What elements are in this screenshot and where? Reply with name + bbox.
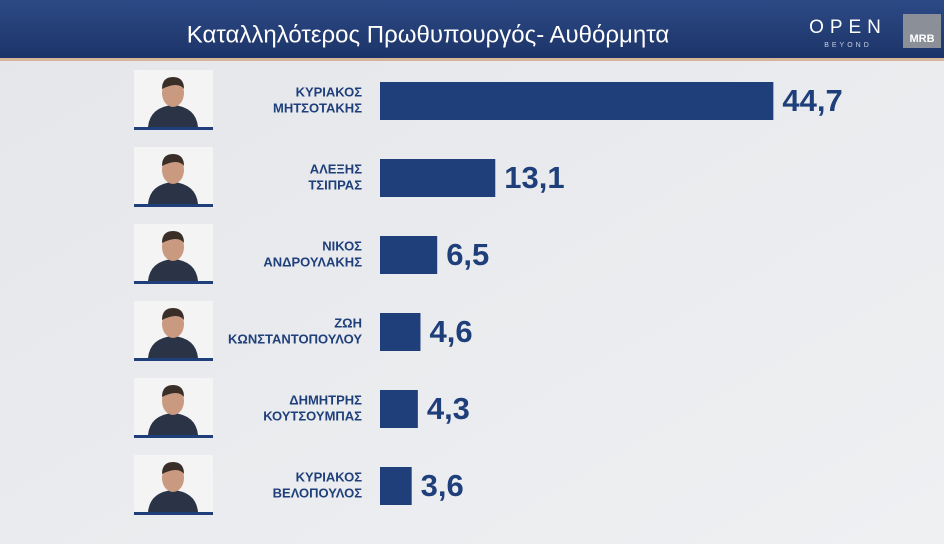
chart-title: Καταλληλότερος Πρωθυπουργός- Αυθόρμητα <box>187 21 670 48</box>
category-label: ΒΕΛΟΠΟΥΛΟΣ <box>273 485 363 500</box>
category-label: ΤΣΙΠΡΑΣ <box>308 177 362 192</box>
bar <box>380 390 418 428</box>
portrait-body <box>148 413 198 435</box>
portrait-underline <box>134 512 213 515</box>
portrait-hair <box>162 385 184 397</box>
value-label: 4,6 <box>429 314 472 349</box>
category-label: ΚΥΡΙΑΚΟΣ <box>296 84 363 99</box>
header-stripe <box>0 58 944 61</box>
category-label: ΚΟΥΤΣΟΥΜΠΑΣ <box>263 408 362 423</box>
header-band <box>0 0 944 58</box>
channel-tagline: BEYOND <box>824 42 872 49</box>
bar <box>380 159 496 197</box>
category-label: ΝΙΚΟΣ <box>322 238 362 253</box>
pollster-logo: MRB <box>909 33 934 45</box>
bar <box>380 82 774 120</box>
portrait-hair <box>162 231 184 243</box>
portrait-underline <box>134 358 213 361</box>
portrait-underline <box>134 435 213 438</box>
value-label: 44,7 <box>782 83 842 118</box>
portrait-hair <box>162 462 184 474</box>
portrait-body <box>148 105 198 127</box>
category-label: ΜΗΤΣΟΤΑΚΗΣ <box>273 100 362 115</box>
value-label: 4,3 <box>427 391 470 426</box>
portrait-hair <box>162 154 184 166</box>
category-label: ΚΥΡΙΑΚΟΣ <box>296 469 363 484</box>
portrait-hair <box>162 77 184 89</box>
portrait-body <box>148 336 198 358</box>
portrait-body <box>148 182 198 204</box>
channel-logo: OPEN <box>809 17 887 38</box>
portrait-underline <box>134 127 213 130</box>
category-label: ΑΛΕΞΗΣ <box>310 161 362 176</box>
category-label: ΖΩΗ <box>334 315 362 330</box>
category-label: ΚΩΝΣΤΑΝΤΟΠΟΥΛΟΥ <box>228 331 362 346</box>
category-label: ΑΝΔΡΟΥΛΑΚΗΣ <box>263 254 362 269</box>
portrait-body <box>148 490 198 512</box>
pollster-logo-box <box>903 14 941 48</box>
bar <box>380 313 421 351</box>
portrait-body <box>148 259 198 281</box>
bar <box>380 467 412 505</box>
value-label: 6,5 <box>446 237 489 272</box>
value-label: 13,1 <box>504 160 564 195</box>
portrait-underline <box>134 204 213 207</box>
portrait-hair <box>162 308 184 320</box>
bar <box>380 236 438 274</box>
category-label: ΔΗΜΗΤΡΗΣ <box>289 392 362 407</box>
portrait-underline <box>134 281 213 284</box>
value-label: 3,6 <box>421 468 464 503</box>
